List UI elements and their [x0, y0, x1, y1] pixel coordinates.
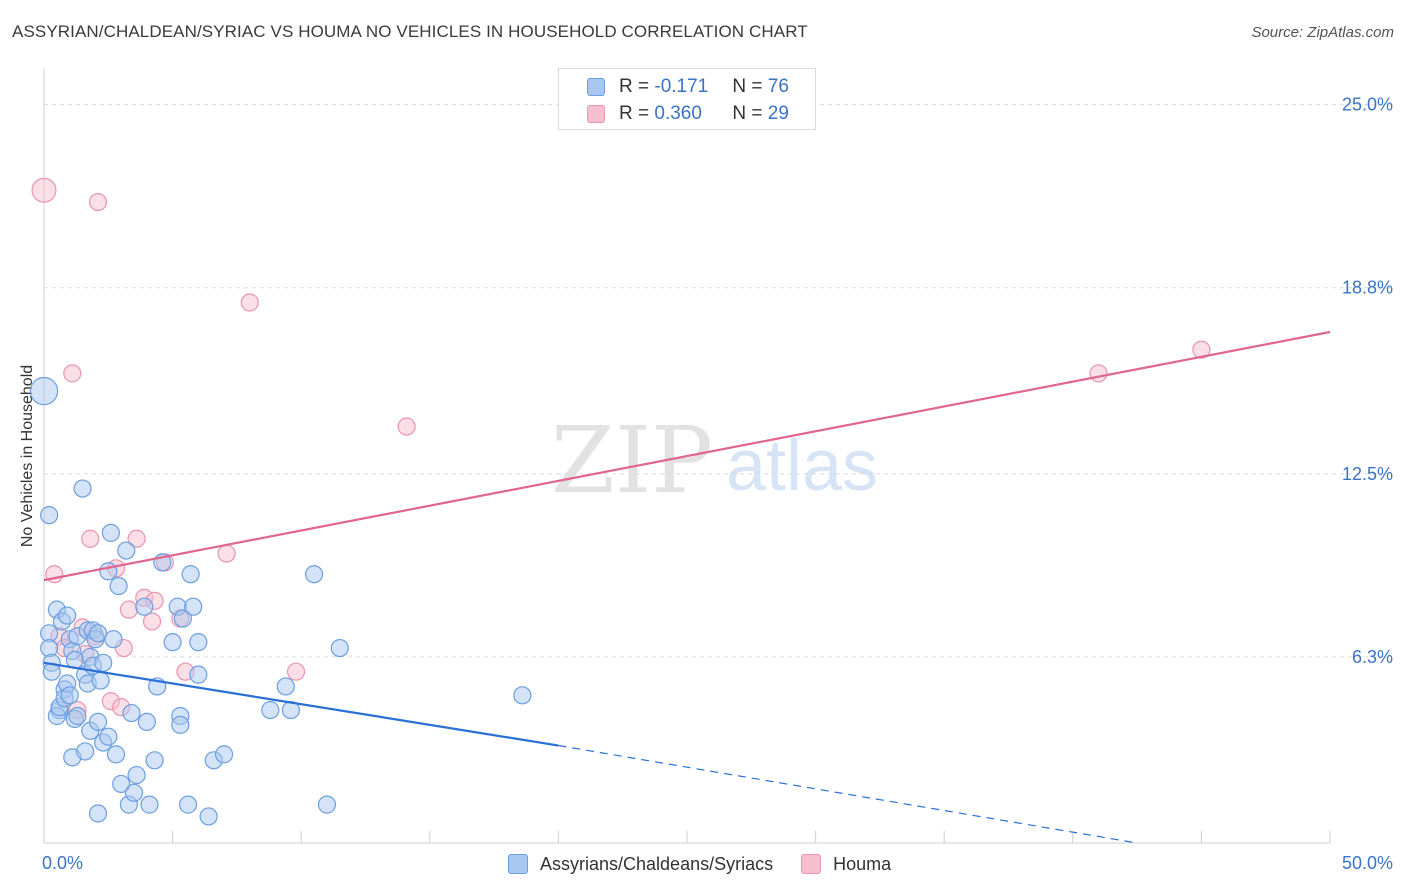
legend-swatch-blue: [587, 78, 605, 96]
assyrian-points: [29, 376, 532, 826]
assyrian-point: [178, 795, 198, 814]
x-tick-label: 50.0%: [1342, 853, 1393, 873]
assyrian-point: [99, 727, 118, 746]
chart-title: ASSYRIAN/CHALDEAN/SYRIAC VS HOUMA NO VEH…: [12, 22, 808, 41]
legend-n-value: 29: [767, 103, 789, 124]
assyrian-point: [330, 638, 349, 658]
houma-point: [286, 662, 306, 681]
assyrian-point: [106, 745, 126, 764]
legend-n-label: N =: [732, 76, 768, 97]
assyrian-point: [88, 624, 108, 643]
houma-point: [81, 529, 100, 548]
legend-r-value: -0.171: [654, 76, 709, 97]
houma-trend-line: [43, 330, 1331, 582]
legend-swatch-pink: [587, 105, 605, 123]
axes: [43, 68, 1331, 844]
assyrian-point: [145, 751, 164, 770]
houma-point: [1089, 364, 1108, 383]
houma-point: [1192, 340, 1211, 359]
assyrian-point: [58, 606, 77, 625]
legend-swatch-blue: [508, 854, 528, 874]
assyrian-point: [317, 795, 337, 814]
houma-point: [142, 612, 162, 631]
assyrian-point: [173, 609, 192, 628]
assyrian-point: [112, 774, 131, 794]
gridlines: [44, 104, 1392, 658]
assyrian-point: [109, 576, 128, 596]
assyrian-point: [163, 633, 182, 652]
assyrian-point: [199, 807, 218, 826]
assyrian-point: [189, 665, 208, 684]
watermark-atlas: atlas: [726, 426, 878, 506]
houma-point: [217, 544, 236, 563]
legend-row-assyrians: R = -0.171 N = 76: [587, 75, 789, 99]
y-tick-label: 18.8%: [1342, 278, 1393, 298]
y-tick-label: 6.3%: [1352, 647, 1393, 667]
assyrian-point: [171, 715, 190, 734]
assyrian-point: [135, 597, 154, 616]
assyrian-point: [184, 597, 203, 616]
source-label: Source: ZipAtlas.com: [1251, 24, 1394, 41]
assyrian-point: [94, 653, 113, 672]
assyrian-point: [276, 677, 295, 696]
assyrian-point: [127, 765, 146, 785]
assyrian-point: [122, 703, 141, 723]
assyrian-point: [99, 562, 118, 581]
assyrian-point: [29, 376, 59, 406]
houma-point: [31, 177, 57, 203]
assyrian-point: [304, 565, 324, 584]
houma-point: [127, 529, 146, 548]
assyrian-point: [88, 804, 108, 823]
legend-swatch-pink: [801, 854, 822, 874]
legend-item-assyrians[interactable]: Assyrians/Chaldeans/Syriacs: [508, 854, 773, 875]
assyrian-trend-line: [43, 661, 559, 747]
watermark-zip: ZIP: [551, 407, 713, 514]
legend-item-houma[interactable]: Houma: [801, 854, 891, 875]
legend-r-value: 0.360: [654, 103, 702, 124]
assyrian-point: [40, 506, 59, 525]
legend-label-houma: Houma: [833, 853, 892, 874]
assyrian-point: [76, 742, 95, 761]
assyrian-point: [181, 565, 200, 584]
assyrian-point: [117, 541, 136, 560]
assyrian-point: [140, 795, 159, 814]
legend-label-assyrians: Assyrians/Chaldeans/Syriacs: [540, 853, 774, 874]
y-tick-label: 12.5%: [1342, 464, 1393, 484]
legend-n-value: 76: [767, 76, 789, 97]
watermark: ZIP atlas: [551, 407, 878, 514]
assyrian-point: [189, 633, 208, 652]
houma-point: [119, 600, 138, 619]
series-legend: Assyrians/Chaldeans/Syriacs Houma: [508, 852, 919, 876]
houma-point: [240, 293, 259, 312]
assyrian-point: [68, 706, 87, 726]
legend-r-label: R =: [619, 103, 655, 124]
assyrian-point: [60, 686, 79, 705]
houma-point: [397, 417, 416, 436]
tick-labels: 6.3% 12.5% 18.8% 25.0% 0.0% 50.0%: [42, 95, 1393, 873]
assyrian-point: [73, 479, 92, 498]
assyrian-point: [214, 745, 234, 764]
x-tick-label: 0.0%: [42, 853, 83, 873]
houma-point: [63, 364, 82, 383]
assyrian-point: [137, 712, 156, 731]
assyrian-point: [40, 638, 59, 658]
assyrian-point: [88, 712, 108, 731]
assyrian-point: [124, 783, 144, 802]
legend-n-label: N =: [732, 103, 768, 124]
assyrian-point: [513, 686, 532, 705]
assyrian-point: [91, 671, 110, 690]
legend-r-label: R =: [619, 76, 655, 97]
y-tick-label: 25.0%: [1342, 95, 1393, 115]
assyrian-trend-extension: [558, 744, 1138, 844]
legend-row-houma: R = 0.360 N = 29: [587, 102, 789, 126]
stats-legend: R = -0.171 N = 76 R = 0.360 N = 29: [558, 68, 816, 130]
houma-point: [88, 192, 108, 212]
assyrian-point: [104, 630, 123, 649]
trend-lines: [43, 330, 1331, 844]
assyrian-point: [261, 700, 280, 720]
assyrian-point: [101, 523, 120, 542]
